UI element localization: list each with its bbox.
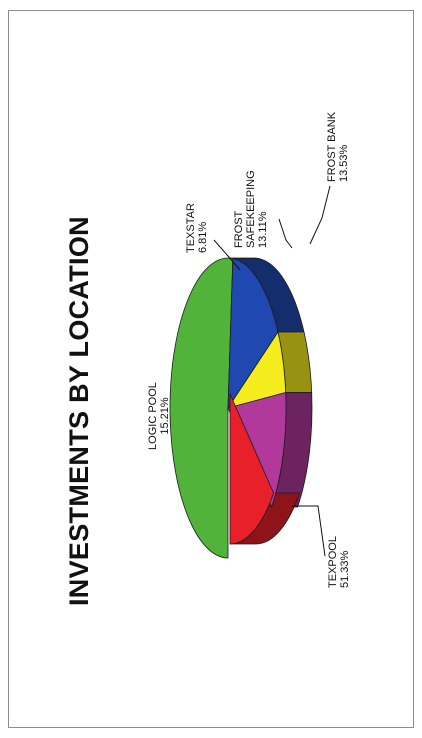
pie-marks xyxy=(169,257,313,559)
slice-label-texstar: TEXSTAR xyxy=(185,203,197,253)
data-label-texpool: 51.33% xyxy=(339,550,351,588)
slice-label-frost-safekeeping: FROST xyxy=(233,210,245,248)
chart-frame xyxy=(8,10,414,728)
pie-slice-frost-bank xyxy=(229,393,275,545)
pie-slice-logic-pool xyxy=(227,258,279,410)
leader-line-texstar xyxy=(213,239,241,271)
leader-line-texpool xyxy=(292,505,326,557)
data-label-frost-bank: 13.53% xyxy=(338,144,350,182)
pie-labels: TEXPOOL 51.33% LOGIC POOL 15.21% TEXSTAR 6.81… xyxy=(147,111,351,588)
pie-slice-texpool xyxy=(169,257,234,559)
chart-title: INVESTMENTS BY LOCATION xyxy=(64,216,94,606)
leader-line-frost-safekeeping xyxy=(278,218,293,249)
slice-label-frost-safekeeping: SAFEKEEPING xyxy=(245,170,257,248)
data-label-logic-pool: 15.21% xyxy=(159,397,171,435)
slice-label-frost-bank: FROST BANK xyxy=(326,111,338,182)
pie-slice-frost-safekeeping xyxy=(227,392,287,509)
data-label-texstar: 6.81% xyxy=(197,222,209,253)
leader-line-frost-bank xyxy=(309,185,331,245)
slice-label-logic-pool: LOGIC POOL xyxy=(147,382,159,450)
data-label-frost-safekeeping: 13.11% xyxy=(257,211,269,248)
slice-label-texpool: TEXPOOL xyxy=(327,536,339,588)
